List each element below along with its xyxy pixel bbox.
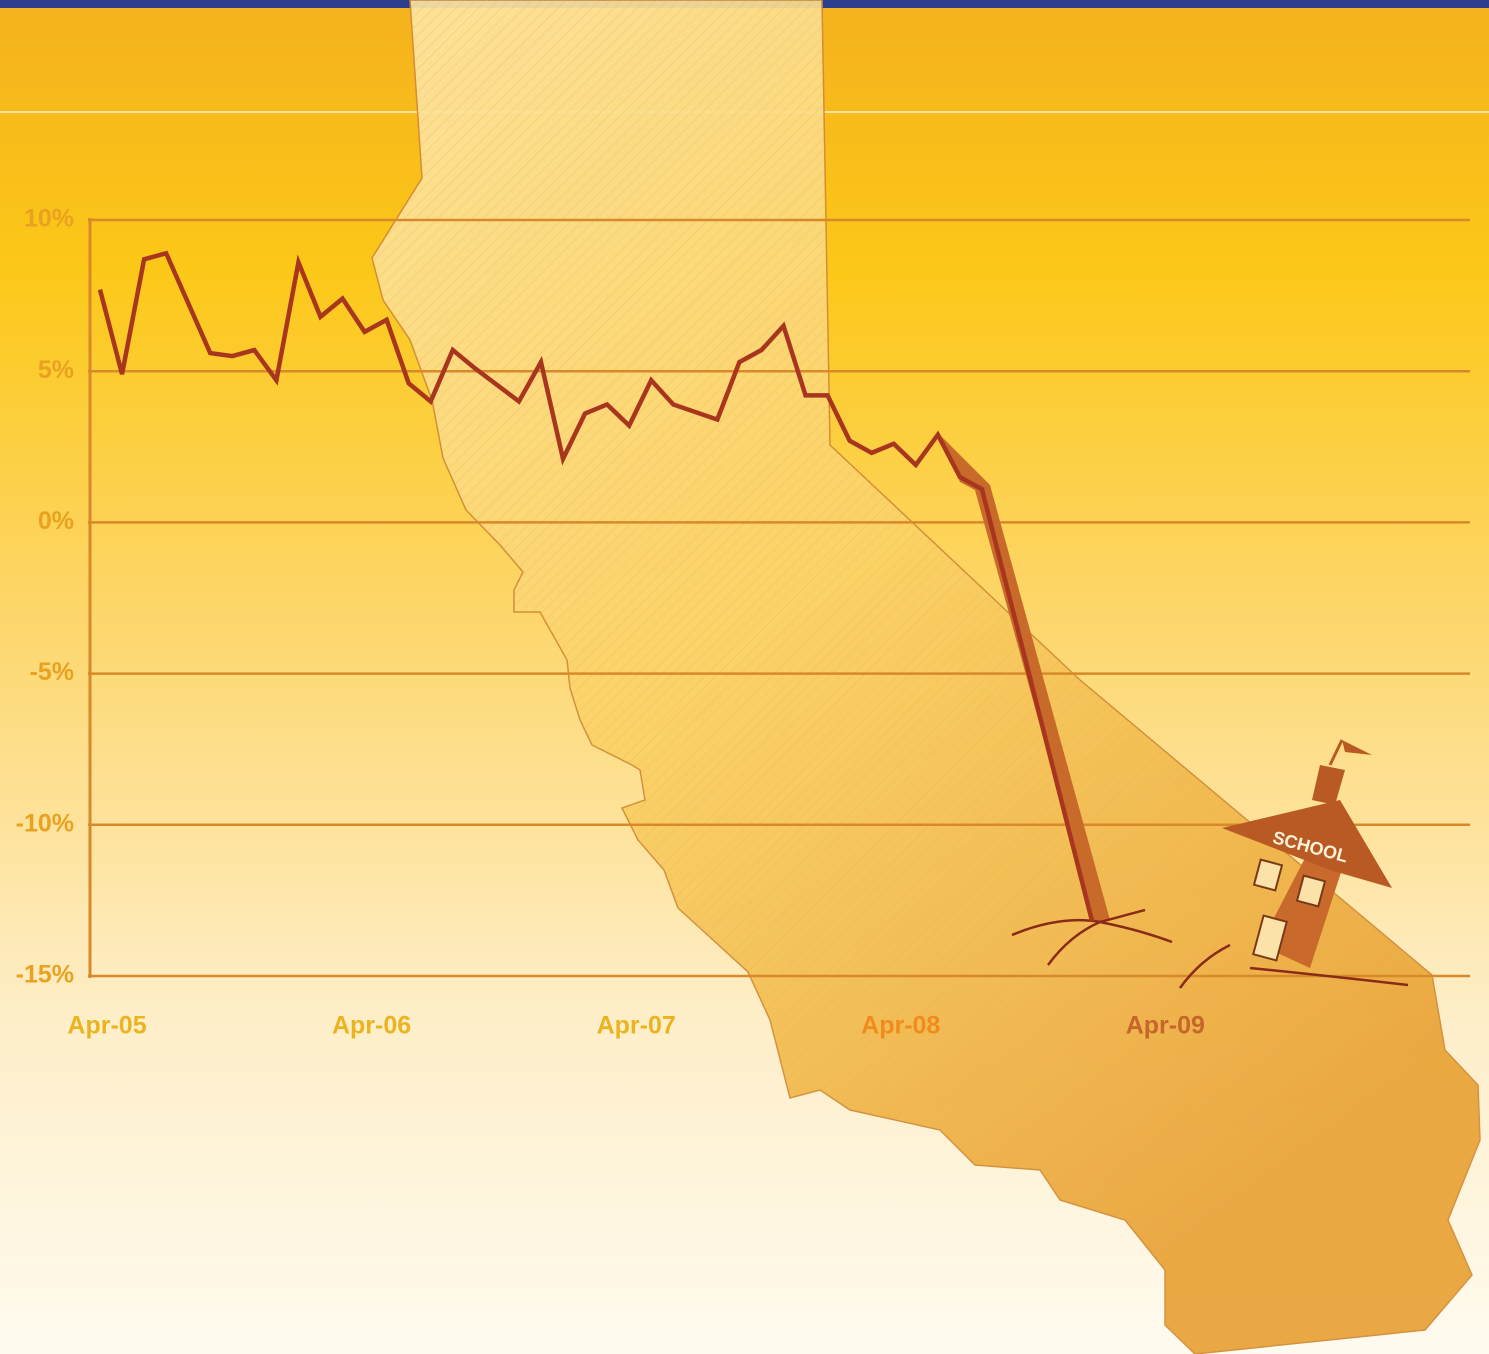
- y-tick-label: 0%: [38, 507, 74, 535]
- y-tick-label: -10%: [16, 809, 74, 837]
- x-tick-label: Apr-07: [597, 1012, 676, 1040]
- y-tick-label: 5%: [38, 356, 74, 384]
- data-line: [97, 250, 1095, 923]
- grid: [88, 218, 1470, 978]
- x-tick-label: Apr-08: [861, 1012, 940, 1040]
- x-tick-label: Apr-09: [1126, 1012, 1205, 1040]
- california-shape: [371, 0, 1481, 1354]
- y-tick-label: -5%: [30, 658, 74, 686]
- drop-shadow: [937, 432, 1110, 922]
- x-tick-label: Apr-05: [67, 1012, 146, 1040]
- y-tick-label: -15%: [16, 961, 74, 989]
- cracks: [1011, 908, 1409, 989]
- y-tick-label: 10%: [24, 205, 74, 233]
- school-house: SCHOOL: [1222, 739, 1392, 968]
- x-tick-label: Apr-06: [332, 1012, 411, 1040]
